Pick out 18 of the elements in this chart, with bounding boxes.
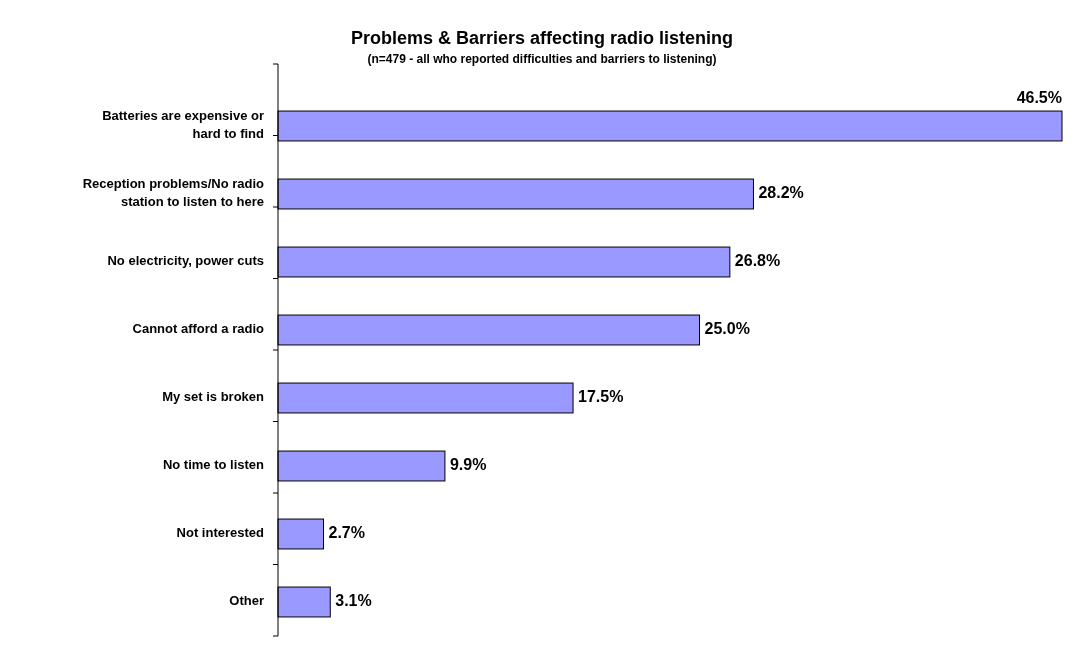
y-tick-label: No time to listen xyxy=(162,457,265,473)
data-label: 2.7% xyxy=(328,524,365,542)
y-tick-label: Reception problems/No radio station to listen to here xyxy=(82,176,265,210)
y-tick-label: My set is broken xyxy=(162,389,265,405)
chart-title: Problems & Barriers affecting radio listening xyxy=(350,28,734,48)
data-label: 26.8% xyxy=(734,252,781,270)
data-label: 9.9% xyxy=(449,456,487,474)
y-tick-label: Not interested xyxy=(176,525,265,541)
y-tick-label: Batteries are expensive or hard to find xyxy=(102,108,265,142)
data-label: 46.5% xyxy=(1016,89,1062,107)
data-label: 25.0% xyxy=(704,320,750,338)
data-label: 3.1% xyxy=(335,592,372,610)
y-tick-label: Cannot afford a radio xyxy=(132,321,265,337)
y-tick-label: No electricity, power cuts xyxy=(107,253,264,269)
data-label: 28.2% xyxy=(758,184,804,202)
data-label: 17.5% xyxy=(578,388,624,406)
y-tick-label: Other xyxy=(229,593,264,609)
chart-subtitle: (n=479 - all who reported difficulties and barriers to listening) xyxy=(367,52,717,66)
